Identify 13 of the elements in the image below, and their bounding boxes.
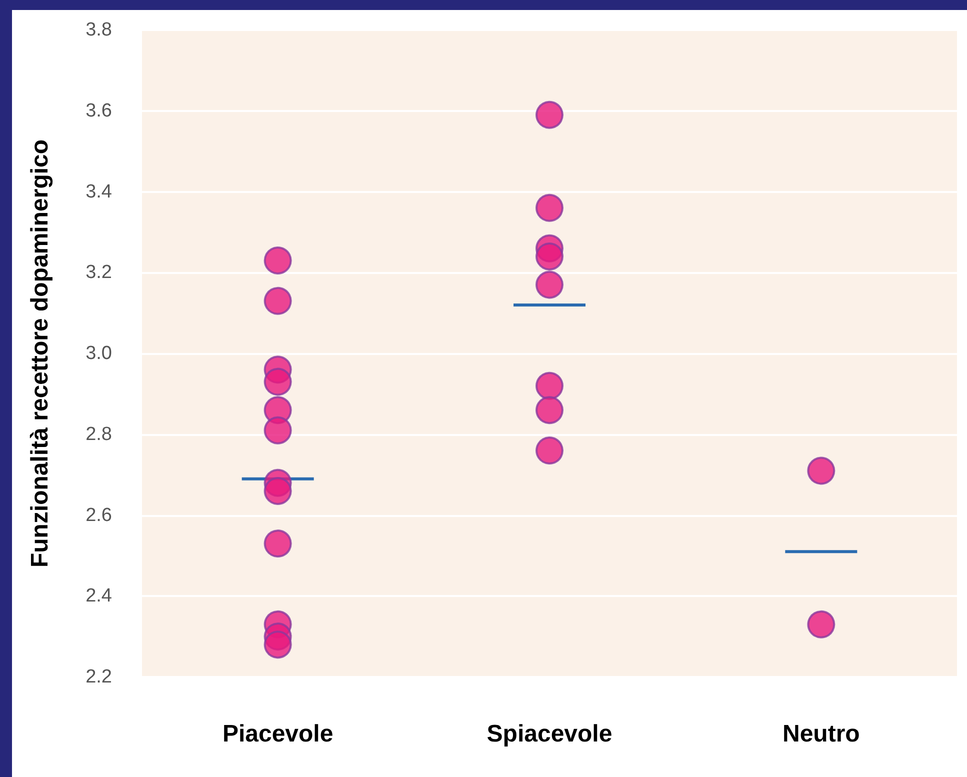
y-tick-label: 2.2 bbox=[86, 666, 112, 688]
y-tick-label: 2.4 bbox=[86, 586, 112, 607]
y-axis-title: Funzionalità recettore dopaminergico bbox=[26, 139, 54, 568]
y-tick-label: 3.0 bbox=[86, 343, 112, 364]
x-tick-label: Spiacevole bbox=[486, 720, 612, 748]
y-tick-label: 3.6 bbox=[86, 100, 112, 122]
y-tick-label: 2.6 bbox=[86, 504, 112, 526]
y-tick-label: 2.8 bbox=[86, 424, 112, 445]
x-tick-label: Piacevole bbox=[222, 720, 334, 748]
y-tick-label: 3.8 bbox=[86, 20, 112, 40]
y-tick-label: 3.4 bbox=[86, 181, 112, 202]
x-tick-label: Neutro bbox=[782, 720, 860, 748]
y-tick-label: 3.2 bbox=[86, 262, 112, 284]
